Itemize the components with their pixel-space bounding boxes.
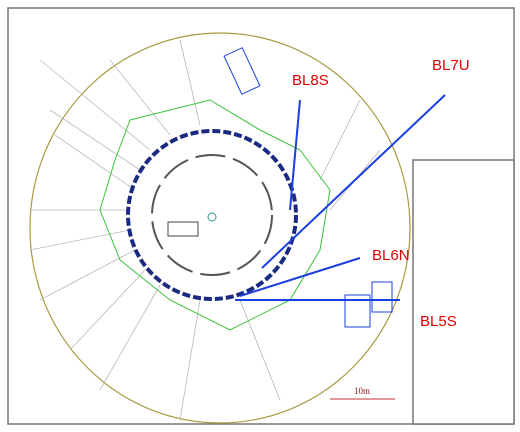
beamline-label: BL8S [292, 72, 329, 89]
booster-ring [151, 154, 273, 276]
beamline-paths [223, 47, 446, 328]
center-mark [207, 212, 217, 222]
injector [167, 221, 199, 237]
building-outline [7, 7, 515, 425]
shield-wall [29, 32, 411, 424]
beamline-label: BL6N [372, 247, 410, 264]
beamline-label: BL5S [420, 313, 457, 330]
storage-ring [126, 129, 298, 301]
scale-label: 10m [354, 386, 370, 396]
beamline-label: BL7U [432, 57, 470, 74]
radial-lines [29, 39, 381, 421]
